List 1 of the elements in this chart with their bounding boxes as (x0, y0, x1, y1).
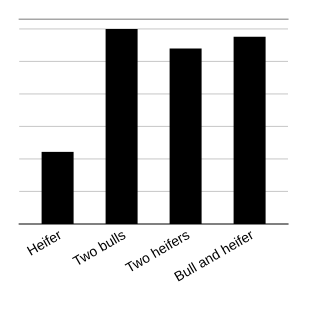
x-tick-label: Two bulls (72, 229, 126, 266)
